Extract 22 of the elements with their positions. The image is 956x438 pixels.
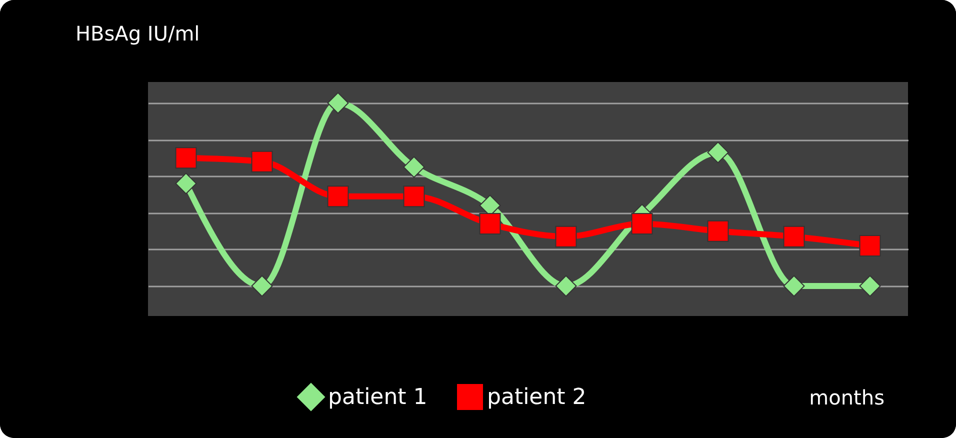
point [783, 226, 805, 248]
point [555, 226, 577, 248]
point [783, 275, 805, 297]
point [175, 172, 197, 194]
point [859, 275, 881, 297]
legend-label: patient 2 [487, 385, 586, 410]
point [327, 92, 349, 114]
y-axis-title: HBsAg IU/ml [76, 22, 200, 46]
legend-label: patient 1 [328, 385, 428, 410]
point [403, 186, 425, 208]
point [631, 213, 653, 235]
point [251, 150, 273, 172]
point [555, 275, 577, 297]
point [175, 147, 197, 169]
point [403, 156, 425, 178]
point [327, 186, 349, 208]
point [707, 220, 729, 242]
point [251, 275, 273, 297]
point [479, 213, 501, 235]
point [859, 235, 881, 256]
x-axis-title: months [809, 386, 884, 410]
point [707, 142, 729, 164]
